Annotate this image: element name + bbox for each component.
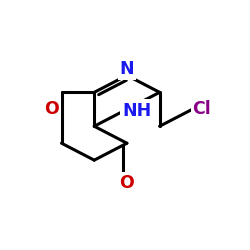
Text: N: N bbox=[120, 60, 134, 78]
Text: Cl: Cl bbox=[192, 100, 211, 118]
Text: O: O bbox=[44, 100, 59, 118]
Text: O: O bbox=[120, 174, 134, 192]
Text: NH: NH bbox=[122, 102, 152, 119]
